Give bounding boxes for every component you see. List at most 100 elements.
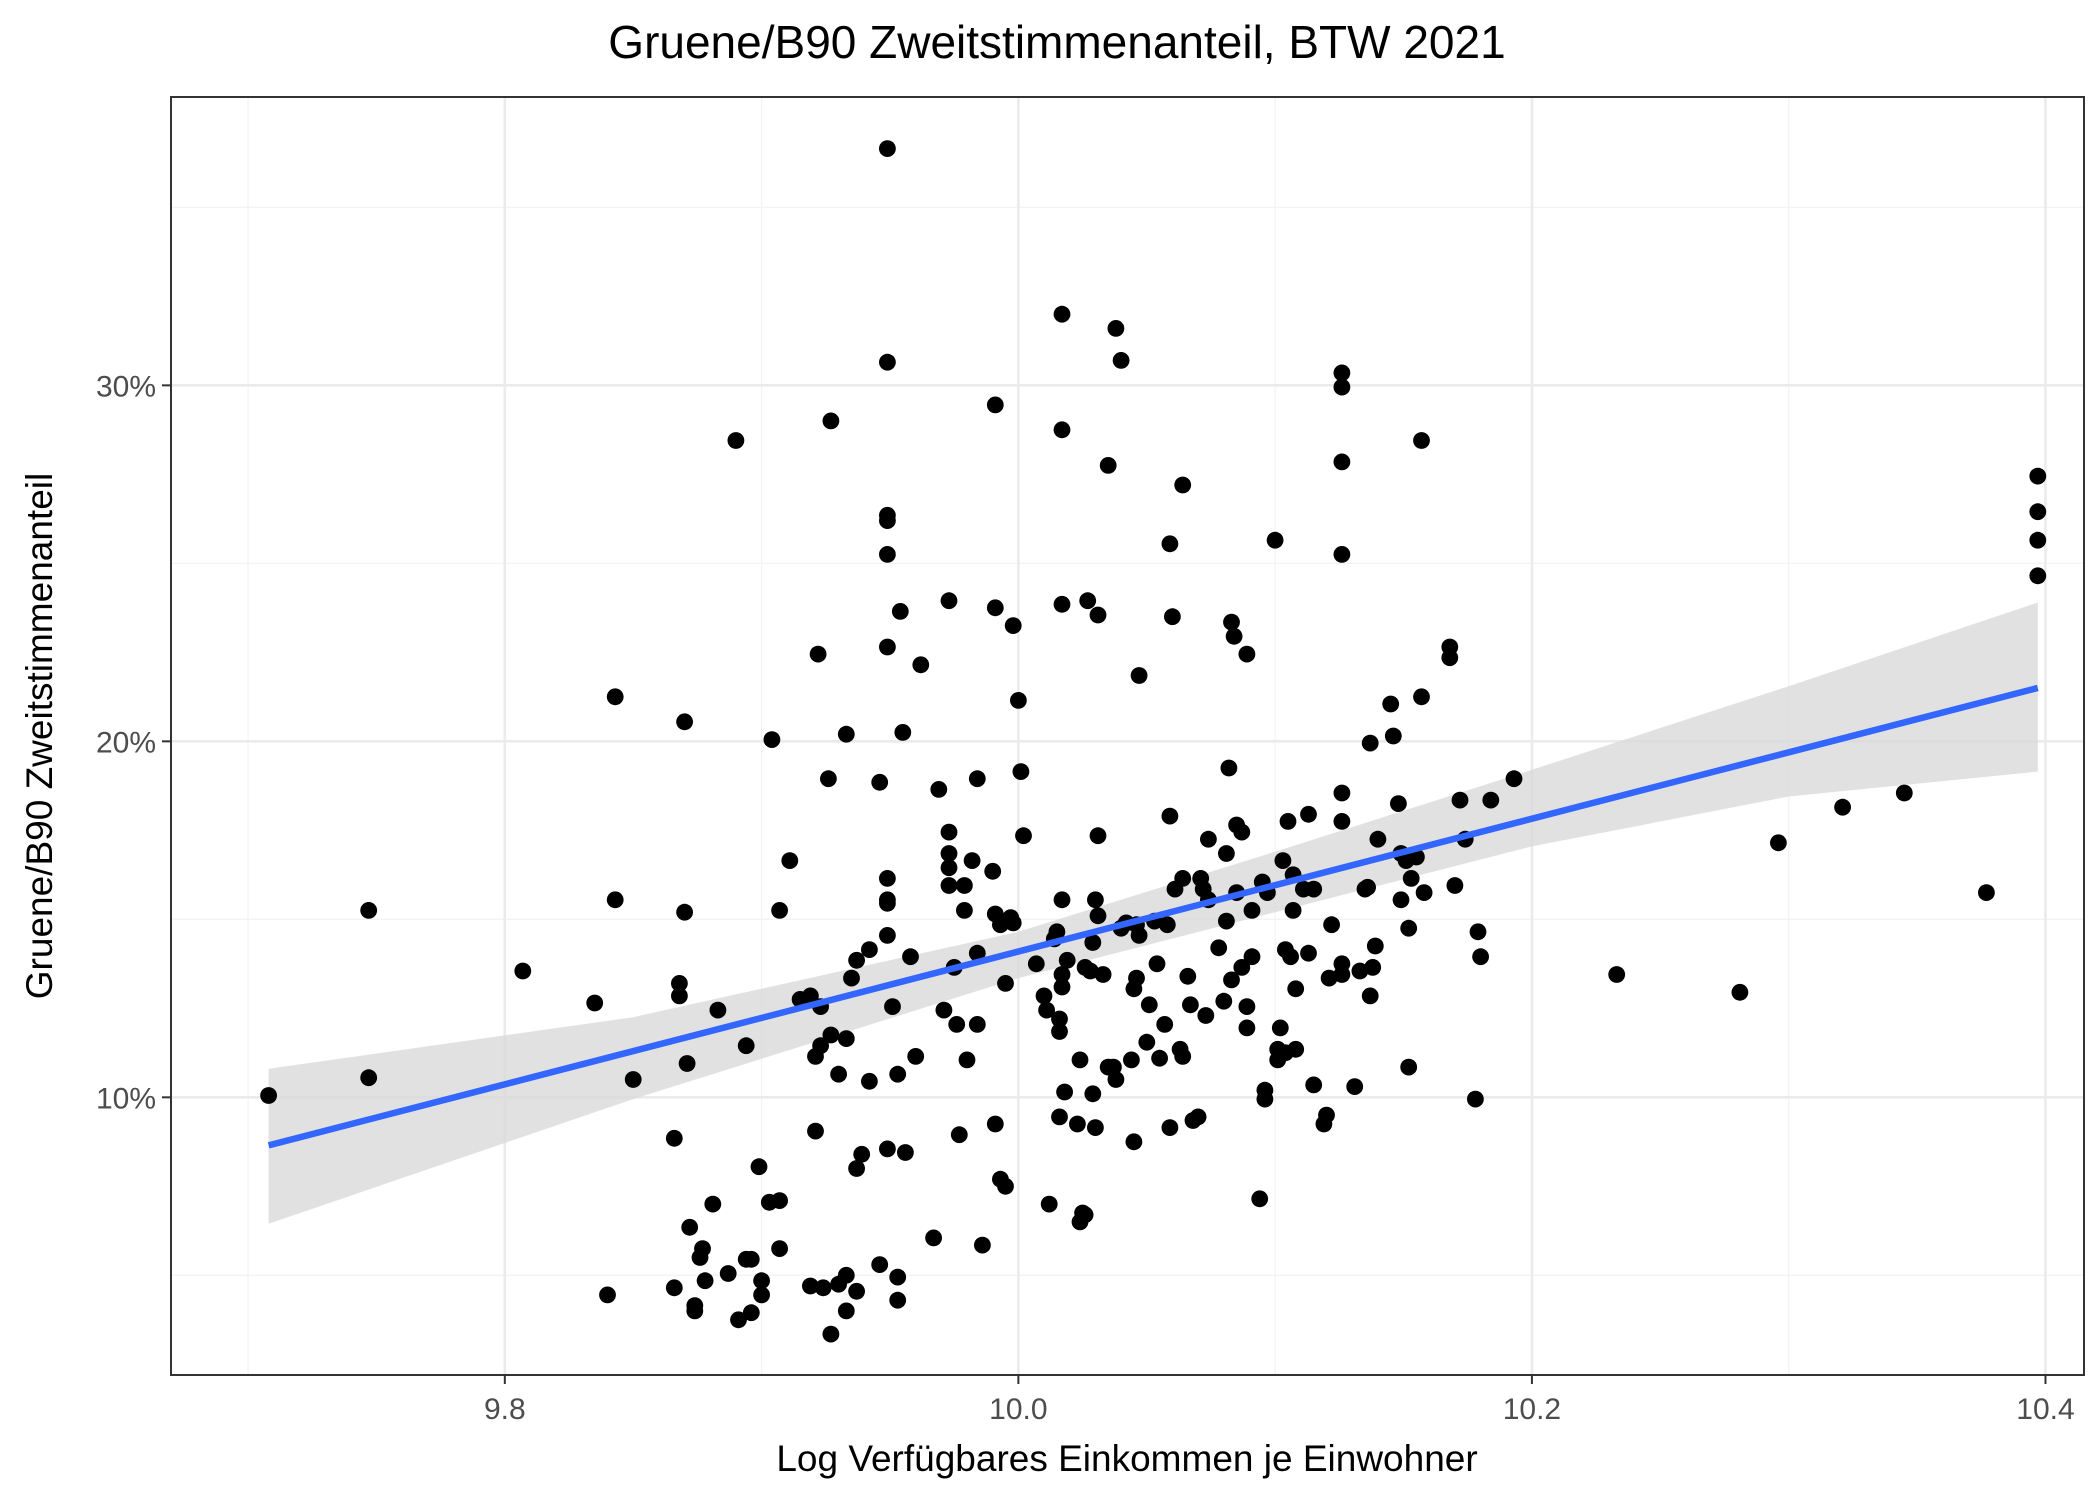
data-point: [837, 1266, 855, 1284]
data-point: [907, 1048, 925, 1065]
minor-gridlines: [171, 97, 2084, 1375]
data-point: [1053, 421, 1071, 439]
data-point: [1223, 971, 1240, 989]
data-point: [1256, 1090, 1274, 1108]
data-point: [879, 546, 896, 563]
data-point: [807, 1122, 824, 1140]
data-point: [837, 1030, 855, 1047]
data-point: [1071, 1051, 1089, 1069]
data-point: [678, 1055, 696, 1072]
data-point: [1210, 939, 1228, 957]
data-point: [889, 1268, 907, 1286]
data-point: [1361, 987, 1379, 1005]
data-point: [1369, 830, 1387, 848]
data-point: [1200, 830, 1217, 848]
data-point: [1333, 364, 1351, 382]
data-point: [1094, 966, 1112, 983]
data-point: [968, 1016, 986, 1033]
data-point: [1305, 880, 1323, 898]
fit-line-layer: [267, 684, 2039, 1149]
data-point: [1189, 1108, 1207, 1126]
data-point: [1608, 966, 1626, 983]
data-point: [879, 353, 896, 371]
data-point: [709, 1001, 727, 1019]
data-point: [1069, 1115, 1086, 1133]
data-point: [853, 1145, 871, 1163]
data-point: [986, 396, 1004, 414]
data-point: [1243, 948, 1261, 966]
data-point: [1125, 1133, 1143, 1151]
data-point: [848, 1282, 865, 1300]
data-point: [1174, 870, 1192, 887]
data-point: [719, 1265, 737, 1282]
data-point: [1051, 1108, 1068, 1126]
data-point: [871, 1256, 889, 1273]
data-point: [1174, 476, 1192, 494]
data-point: [889, 1065, 907, 1083]
data-point: [1038, 1001, 1055, 1019]
data-point: [843, 969, 860, 987]
data-point: [514, 962, 532, 980]
data-point: [1161, 1119, 1179, 1136]
x-axis-title: Log Verfügbares Einkommen je Einwohner: [776, 1438, 1477, 1479]
data-point: [958, 1051, 976, 1069]
data-point: [1482, 791, 1500, 809]
data-point: [599, 1286, 616, 1304]
data-point: [1087, 1119, 1104, 1136]
data-point: [1366, 937, 1384, 955]
data-point: [1010, 692, 1027, 709]
data-point: [1053, 595, 1071, 613]
data-point: [586, 994, 604, 1012]
data-point: [879, 140, 896, 158]
data-point: [822, 1026, 840, 1044]
data-point: [1161, 535, 1179, 553]
data-point: [260, 1087, 277, 1104]
data-point: [968, 944, 986, 962]
data-point: [1218, 845, 1235, 862]
data-point: [802, 1277, 819, 1295]
data-point: [1084, 934, 1102, 951]
data-point: [940, 592, 958, 610]
data-point: [1359, 878, 1376, 896]
data-point: [1058, 951, 1076, 969]
data-point: [1351, 962, 1369, 980]
data-point: [1051, 1010, 1068, 1028]
data-point: [889, 1291, 907, 1309]
data-point: [2029, 467, 2047, 485]
data-point: [1004, 914, 1022, 932]
data-point: [694, 1240, 711, 1257]
data-point: [606, 688, 624, 706]
data-point: [1472, 948, 1489, 966]
data-point: [1320, 969, 1338, 987]
data-point: [671, 975, 688, 992]
data-point: [1220, 759, 1238, 777]
data-point: [1333, 453, 1351, 471]
data-point: [884, 998, 901, 1015]
data-point: [1318, 1106, 1335, 1124]
data-point: [1895, 784, 1913, 802]
data-point: [1346, 1078, 1364, 1095]
data-point: [837, 725, 855, 743]
data-point: [1392, 891, 1410, 909]
data-point: [814, 1279, 832, 1297]
data-point: [1287, 980, 1305, 998]
data-point: [822, 412, 840, 430]
data-point: [1402, 870, 1420, 887]
data-point: [997, 975, 1014, 992]
data-point: [1384, 727, 1402, 745]
data-point: [1251, 1190, 1269, 1208]
data-point: [2029, 567, 2047, 585]
data-point: [763, 731, 781, 748]
data-point: [1233, 823, 1251, 841]
data-point: [1243, 902, 1261, 919]
data-point: [1361, 734, 1379, 752]
data-point: [1382, 695, 1400, 713]
data-point: [742, 1304, 760, 1322]
data-point: [1834, 798, 1851, 816]
data-point: [1164, 608, 1181, 626]
data-point: [1238, 998, 1256, 1015]
data-point: [1084, 1085, 1102, 1103]
data-point: [879, 870, 896, 887]
data-point: [1151, 1049, 1168, 1067]
data-point: [1364, 959, 1382, 976]
